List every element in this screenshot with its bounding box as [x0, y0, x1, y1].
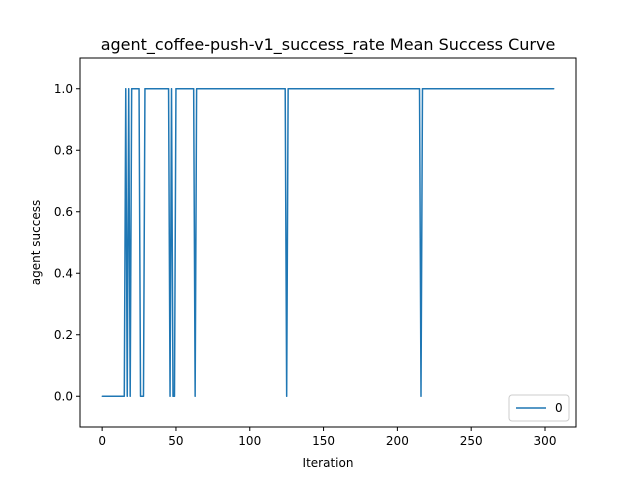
- x-tick-label: 300: [534, 434, 557, 448]
- data-point: [144, 88, 146, 90]
- y-tick-label: 0.2: [54, 328, 73, 342]
- data-point: [169, 395, 171, 397]
- data-point: [129, 395, 131, 397]
- data-point: [172, 395, 174, 397]
- data-point: [139, 395, 142, 397]
- data-point: [123, 395, 125, 397]
- data-point: [131, 88, 133, 90]
- data-point: [418, 88, 421, 90]
- data-point: [138, 88, 140, 90]
- y-tick-label: 0.8: [54, 143, 73, 157]
- data-point: [142, 395, 145, 397]
- y-tick-label: 0.4: [54, 266, 73, 280]
- data-point: [286, 395, 288, 397]
- data-point: [125, 88, 127, 90]
- series-line: [102, 88, 554, 397]
- x-tick-label: 50: [168, 434, 183, 448]
- chart-title: agent_coffee-push-v1_success_rate Mean S…: [101, 35, 556, 55]
- data-point: [132, 88, 134, 90]
- data-point: [128, 88, 130, 90]
- plot-background: [80, 58, 576, 427]
- data-point: [167, 88, 170, 90]
- data-point: [170, 88, 173, 90]
- legend: 0: [508, 394, 570, 422]
- y-tick-label: 0.6: [54, 205, 73, 219]
- data-point: [141, 395, 143, 397]
- data-point: [193, 88, 195, 90]
- y-tick-label: 1.0: [54, 82, 73, 96]
- y-axis: 0.0 0.2 0.4 0.6 0.8 1.0: [54, 82, 80, 403]
- data-point: [421, 88, 424, 90]
- data-point: [287, 88, 289, 90]
- x-tick-label: 150: [312, 434, 335, 448]
- data-point: [173, 395, 176, 397]
- x-tick-label: 200: [386, 434, 409, 448]
- plot-frame: [79, 57, 577, 428]
- x-axis-label: Iteration: [303, 456, 354, 470]
- data-point: [145, 88, 148, 90]
- x-tick-label: 250: [460, 434, 483, 448]
- x-tick-label: 100: [238, 434, 261, 448]
- legend-label: 0: [555, 401, 563, 415]
- x-tick-label: 0: [98, 434, 106, 448]
- plot-area: [80, 58, 576, 427]
- y-tick-label: 0.0: [54, 389, 73, 403]
- data-point: [101, 395, 103, 397]
- series-points: [101, 88, 555, 397]
- x-axis: 0 50 100 150 200 250 300: [98, 427, 556, 448]
- data-point: [284, 88, 286, 90]
- data-point: [175, 88, 177, 90]
- data-point: [553, 88, 555, 90]
- data-point: [176, 88, 179, 90]
- data-point: [420, 395, 422, 397]
- data-point: [178, 88, 180, 90]
- y-axis-label: agent success: [29, 200, 43, 285]
- data-point: [126, 395, 128, 397]
- data-point: [196, 88, 198, 90]
- data-point: [194, 395, 196, 397]
